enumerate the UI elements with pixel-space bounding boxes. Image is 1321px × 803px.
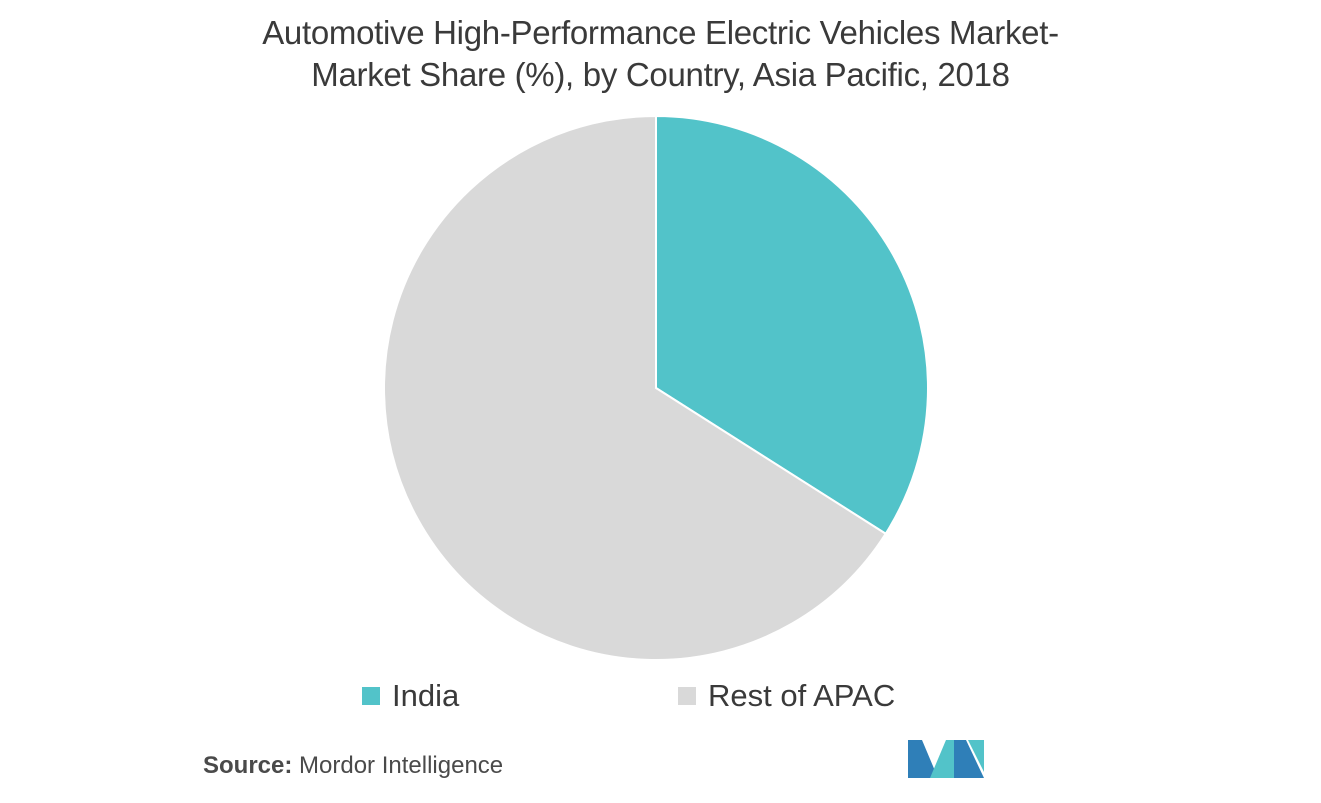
chart-title: Automotive High-Performance Electric Veh… <box>0 12 1321 96</box>
mordor-intelligence-logo <box>908 740 984 778</box>
pie-slice-india <box>655 114 929 536</box>
pie-slice-rest-of-apac <box>383 114 888 661</box>
legend-item-rest-of-apac: Rest of APAC <box>678 678 895 714</box>
legend-swatch-rest-of-apac <box>678 687 696 705</box>
legend-label-rest-of-apac: Rest of APAC <box>708 678 896 713</box>
legend: India Rest of APAC <box>0 678 1321 718</box>
logo-shape-mid <box>930 740 954 778</box>
logo-shape-far <box>968 740 984 772</box>
legend-swatch-india <box>362 687 380 705</box>
chart-title-line-2: Market Share (%), by Country, Asia Pacif… <box>311 56 1010 93</box>
logo-shape-left <box>908 740 938 778</box>
legend-item-india: India <box>362 678 459 714</box>
source-text: Mordor Intelligence <box>299 752 504 779</box>
logo-shape-right <box>954 740 984 778</box>
source-label: Source: <box>203 752 293 779</box>
legend-label-india: India <box>392 678 460 713</box>
source-note: Source: Mordor Intelligence <box>203 752 503 780</box>
chart-title-line-1: Automotive High-Performance Electric Veh… <box>262 14 1059 51</box>
